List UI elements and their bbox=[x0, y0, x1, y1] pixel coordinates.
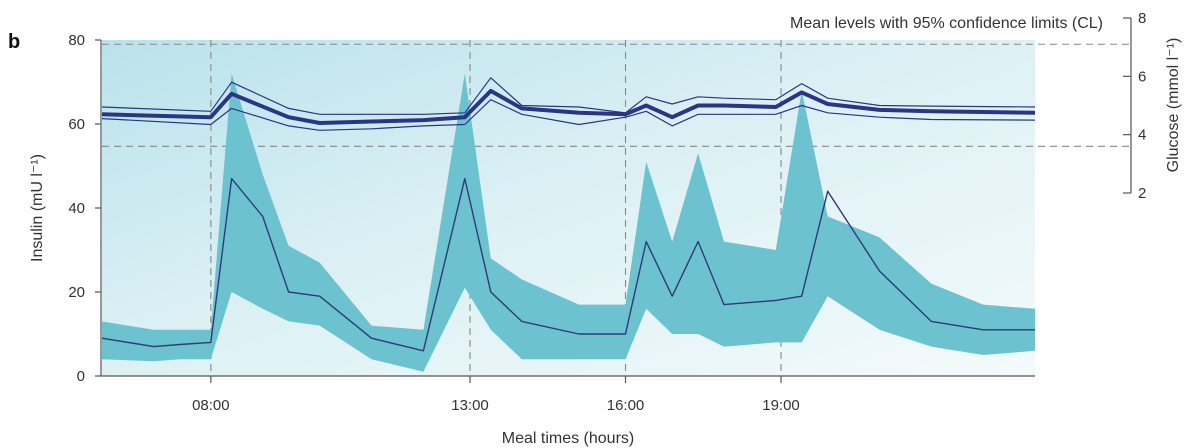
annotation-text: Mean levels with 95% confidence limits (… bbox=[790, 15, 1103, 32]
insulin-mean-line bbox=[101, 177, 1035, 352]
glucose-tick-label-8: 8 bbox=[1138, 10, 1146, 27]
time-tick-label-3: 19:00 bbox=[762, 397, 800, 414]
glucose-ticks: 2 4 6 8 bbox=[1123, 10, 1146, 202]
glucose-series bbox=[101, 77, 1036, 131]
insulin-tick-label-0: 0 bbox=[77, 368, 85, 385]
time-tick-label-1: 13:00 bbox=[451, 397, 489, 414]
glucose-lower-cl-line bbox=[101, 99, 1036, 131]
insulin-series bbox=[101, 73, 1035, 372]
glucose-reference-lines bbox=[102, 43, 1131, 147]
glucose-mean-line bbox=[101, 88, 1036, 125]
glucose-tick-label-4: 4 bbox=[1138, 127, 1146, 144]
insulin-ticks: 0 20 40 60 80 bbox=[68, 32, 101, 385]
glucose-upper-cl-line bbox=[101, 77, 1036, 115]
insulin-confidence-band bbox=[102, 73, 1035, 372]
y-axis-title: Insulin (mU l⁻¹) bbox=[29, 154, 46, 262]
insulin-tick-label-40: 40 bbox=[68, 200, 85, 217]
insulin-tick-label-60: 60 bbox=[68, 116, 85, 133]
glucose-tick-label-6: 6 bbox=[1138, 68, 1146, 85]
x-axis-title: Meal times (hours) bbox=[502, 430, 634, 447]
time-tick-label-2: 16:00 bbox=[607, 397, 645, 414]
insulin-tick-label-20: 20 bbox=[68, 284, 85, 301]
y2-axis-title: Glucose (mmol l⁻¹) bbox=[1165, 38, 1182, 173]
glucose-tick-label-2: 2 bbox=[1138, 185, 1146, 202]
panel-label: b bbox=[8, 31, 20, 53]
time-tick-label-0: 08:00 bbox=[192, 397, 230, 414]
time-ticks: 08:00 13:00 16:00 19:00 bbox=[192, 376, 800, 414]
insulin-tick-label-80: 80 bbox=[68, 32, 85, 49]
